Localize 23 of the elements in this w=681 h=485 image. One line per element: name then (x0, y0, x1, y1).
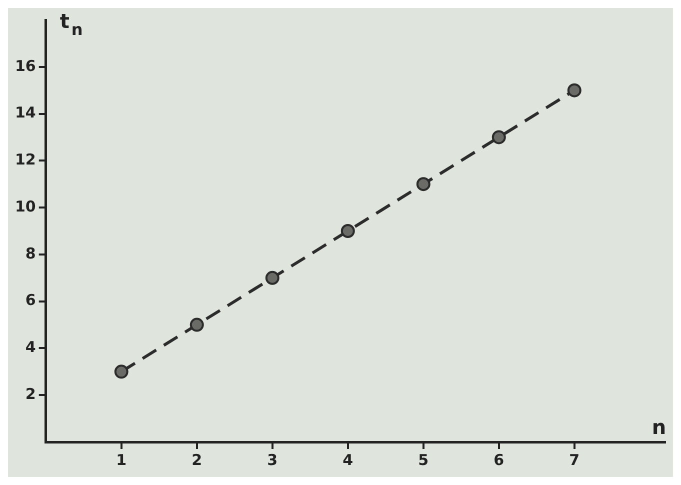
y-tick-label: 6 (25, 291, 36, 310)
x-tick-label: 1 (116, 450, 127, 469)
x-tick-label: 2 (192, 450, 202, 469)
point (114, 364, 128, 379)
point (567, 83, 582, 98)
x-tick-label: 7 (569, 450, 580, 469)
y-tick-label: 16 (15, 56, 36, 75)
y-tick-label: 10 (15, 197, 36, 216)
point (340, 224, 355, 238)
point (492, 130, 506, 144)
x-tick-label: 5 (418, 450, 429, 469)
x-tick-label: 3 (267, 450, 278, 469)
y-tick-label: 2 (25, 385, 36, 403)
y-tick-label: 12 (15, 150, 36, 169)
point (416, 177, 430, 192)
x-tick-label: 4 (342, 450, 354, 469)
point (265, 270, 280, 285)
y-tick-label: 4 (25, 338, 36, 356)
point (190, 318, 204, 332)
y-tick-label: 14 (15, 104, 36, 122)
y-tick-label: 8 (25, 244, 36, 262)
x-axis-title: n (652, 415, 666, 439)
x-tick-label: 6 (494, 450, 504, 469)
